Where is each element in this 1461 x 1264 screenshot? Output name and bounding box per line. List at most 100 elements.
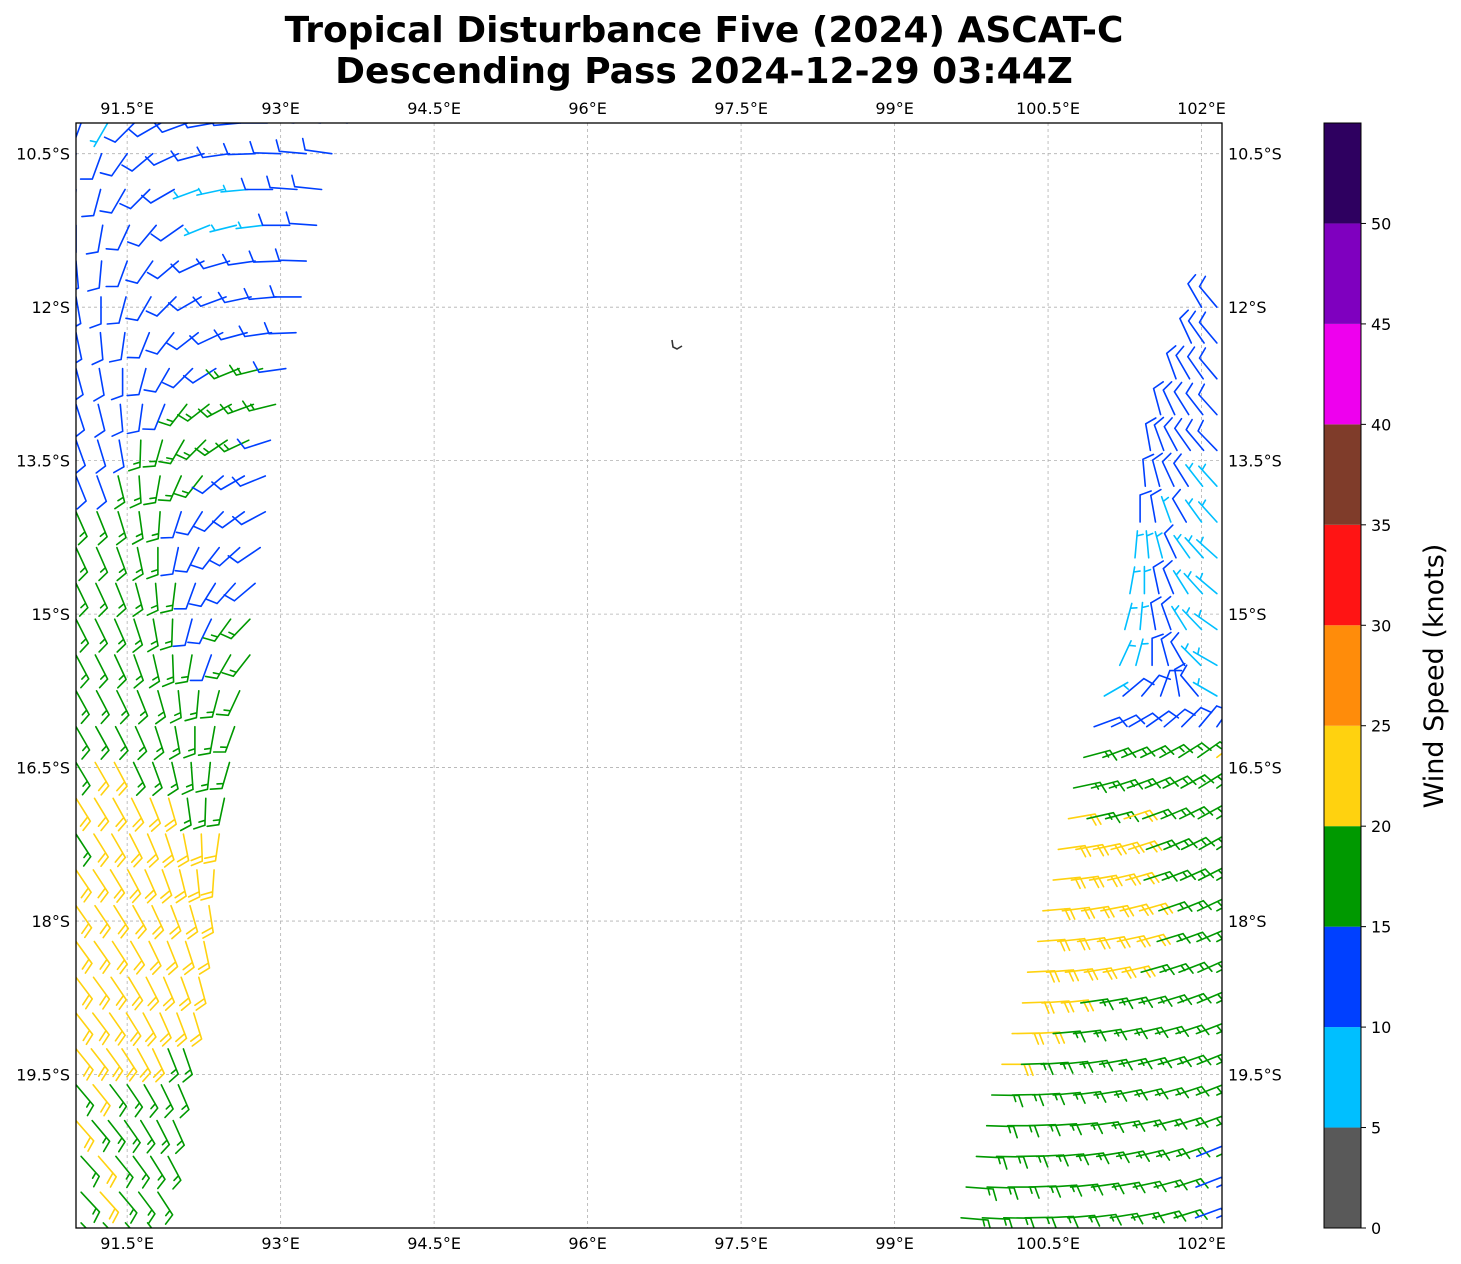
wind-barb bbox=[342, 123, 348, 124]
wind-barb bbox=[220, 184, 249, 193]
wind-barb bbox=[146, 511, 161, 543]
wind-barb bbox=[113, 654, 127, 689]
wind-barb bbox=[1216, 783, 1222, 789]
wind-barb bbox=[1119, 903, 1154, 916]
wind-barb bbox=[1139, 490, 1152, 523]
wind-barb bbox=[1092, 843, 1127, 856]
wind-barb bbox=[1216, 845, 1222, 851]
wind-barb bbox=[81, 188, 102, 218]
wind-barb bbox=[1216, 1153, 1222, 1158]
colorbar-tick-label: 25 bbox=[1371, 717, 1391, 736]
wind-barb bbox=[263, 322, 297, 335]
wind-barb bbox=[196, 187, 225, 196]
wind-barb bbox=[1185, 382, 1204, 416]
wind-barb bbox=[172, 618, 193, 648]
lat-tick-label-right: 18°S bbox=[1228, 912, 1267, 931]
lat-tick-label-left: 15°S bbox=[31, 605, 70, 624]
wind-barb bbox=[1184, 498, 1203, 523]
lon-tick-label-top: 91.5°E bbox=[100, 99, 154, 118]
wind-barb bbox=[1153, 416, 1165, 452]
colorbar-tick-label: 50 bbox=[1371, 214, 1391, 233]
wind-barb bbox=[158, 439, 185, 465]
wind-barb bbox=[221, 654, 251, 678]
wind-barb bbox=[94, 403, 106, 438]
wind-barb bbox=[177, 1084, 190, 1119]
wind-barb bbox=[219, 618, 251, 640]
wind-barb bbox=[142, 1012, 157, 1047]
wind-barb bbox=[76, 761, 91, 796]
wind-barb bbox=[1162, 775, 1197, 789]
colorbar-tick-label: 35 bbox=[1371, 516, 1391, 535]
wind-barb bbox=[76, 511, 88, 546]
wind-barb bbox=[134, 725, 148, 761]
wind-barb bbox=[1179, 309, 1193, 344]
colorbar-tick-label: 40 bbox=[1371, 415, 1391, 434]
map-gridlines bbox=[76, 123, 1222, 1228]
wind-barb bbox=[183, 725, 196, 759]
wind-barb bbox=[76, 296, 82, 328]
wind-barb bbox=[1163, 417, 1178, 452]
wind-barb bbox=[85, 224, 104, 255]
wind-barb bbox=[1161, 452, 1175, 487]
wind-barb bbox=[269, 285, 302, 298]
wind-barb bbox=[167, 1155, 182, 1190]
wind-barb bbox=[1134, 530, 1144, 559]
wind-barb bbox=[103, 123, 136, 143]
wind-barb bbox=[76, 1084, 95, 1117]
lon-tick-label-top: 100.5°E bbox=[1016, 99, 1080, 118]
wind-barb bbox=[1128, 712, 1163, 728]
colorbar-segment bbox=[1324, 1127, 1361, 1228]
wind-barb bbox=[1162, 560, 1175, 595]
wind-barb bbox=[1130, 1211, 1165, 1224]
wind-barb bbox=[1174, 417, 1192, 452]
colorbar-segment bbox=[1324, 1027, 1361, 1128]
wind-barb bbox=[116, 690, 130, 725]
wind-barb bbox=[1173, 662, 1186, 697]
wind-barb bbox=[99, 1191, 120, 1224]
wind-barb bbox=[93, 797, 110, 832]
colorbar-tick-label: 5 bbox=[1371, 1119, 1381, 1138]
wind-barb bbox=[170, 150, 205, 162]
wind-barb bbox=[211, 123, 242, 127]
wind-barb bbox=[291, 174, 323, 191]
wind-barb bbox=[1026, 970, 1060, 983]
wind-barb bbox=[108, 1012, 126, 1046]
wind-barb bbox=[160, 1084, 174, 1119]
wind-barb bbox=[1216, 999, 1222, 1004]
colorbar-tick-label: 45 bbox=[1371, 315, 1391, 334]
wind-barb bbox=[172, 188, 200, 200]
wind-barb bbox=[236, 438, 272, 450]
colorbar-segment bbox=[1324, 223, 1361, 324]
wind-barb bbox=[95, 690, 110, 725]
wind-barb bbox=[1180, 774, 1215, 789]
wind-barb bbox=[129, 475, 142, 509]
wind-barb bbox=[1103, 681, 1129, 697]
colorbar-segment bbox=[1324, 424, 1361, 525]
colorbar-segment bbox=[1324, 323, 1361, 425]
wind-barb bbox=[166, 331, 199, 351]
wind-barb bbox=[175, 654, 193, 685]
wind-barb bbox=[1187, 346, 1204, 380]
wind-barb bbox=[200, 869, 215, 901]
wind-barb bbox=[143, 475, 161, 506]
wind-barb bbox=[179, 976, 192, 1011]
wind-barb bbox=[188, 582, 217, 608]
wind-barb bbox=[252, 361, 287, 374]
wind-barb bbox=[97, 1155, 117, 1188]
wind-barb bbox=[127, 224, 157, 247]
wind-barb bbox=[161, 654, 175, 688]
colorbar-tick-label: 10 bbox=[1371, 1018, 1391, 1037]
wind-barb bbox=[76, 869, 92, 903]
wind-barb bbox=[146, 833, 159, 868]
wind-barb bbox=[212, 725, 236, 753]
wind-barb bbox=[185, 904, 199, 940]
wind-barb bbox=[91, 1119, 111, 1153]
wind-barb bbox=[215, 439, 250, 453]
wind-barb bbox=[190, 833, 204, 867]
wind-barb bbox=[121, 1048, 138, 1082]
wind-barb bbox=[142, 439, 164, 468]
wind-barb bbox=[80, 1191, 101, 1224]
wind-barb bbox=[195, 258, 231, 270]
wind-barb bbox=[1195, 572, 1218, 595]
wind-barb bbox=[92, 976, 111, 1010]
